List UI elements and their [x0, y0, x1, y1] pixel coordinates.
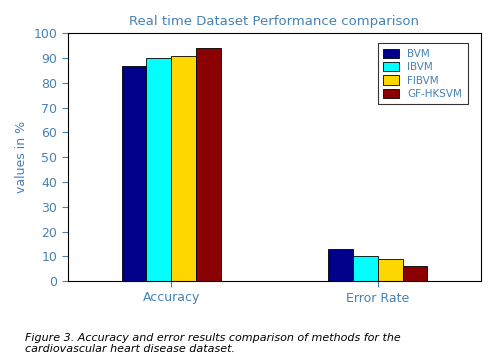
Bar — [171, 56, 196, 281]
Legend: BVM, IBVM, FIBVM, GF-HKSVM: BVM, IBVM, FIBVM, GF-HKSVM — [378, 44, 468, 104]
Bar — [328, 249, 353, 281]
Text: Figure 3. Accuracy and error results comparison of methods for the
cardiovascula: Figure 3. Accuracy and error results com… — [25, 333, 401, 354]
Bar — [122, 66, 146, 281]
Y-axis label: values in %: values in % — [15, 121, 28, 193]
Title: Real time Dataset Performance comparison: Real time Dataset Performance comparison — [129, 15, 420, 28]
Bar — [146, 58, 171, 281]
Bar — [196, 48, 221, 281]
Bar — [402, 266, 427, 281]
Bar — [378, 259, 402, 281]
Bar — [353, 256, 378, 281]
